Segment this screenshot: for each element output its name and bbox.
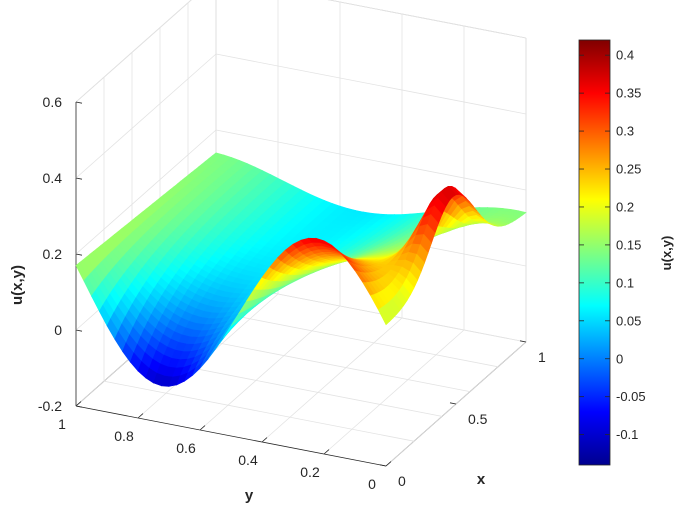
y-tick-mark	[137, 413, 144, 419]
x-tick-mark	[519, 340, 527, 343]
x-tick-label: 0	[398, 473, 406, 489]
y-tick-mark	[199, 425, 206, 431]
y-tick-label: 0.8	[114, 428, 134, 444]
surface-patch	[377, 307, 390, 326]
axis-ticks: -0.2 0 0.2 0.4 0.6 0 0.2 0.4 0.6 0.8 1 0 0.5 1	[38, 94, 546, 492]
z-tick-label: 0	[54, 322, 62, 338]
colorbar-tick-label: 0.35	[616, 86, 641, 101]
colorbar-tick-label: 0.2	[616, 199, 634, 214]
y-tick-label: 0.4	[238, 452, 258, 468]
y-tick-label: 1	[58, 416, 66, 432]
grid-line-z-back	[75, 129, 217, 255]
grid-line-z-side	[327, 0, 527, 39]
y-tick-mark	[75, 401, 82, 407]
z-tick-mark	[75, 253, 83, 256]
colorbar-tick-label: 0.05	[616, 313, 641, 328]
surface-plot	[75, 152, 527, 387]
y-tick-mark	[385, 461, 392, 467]
grid-line-z-side	[215, 53, 527, 115]
z-tick-label: -0.2	[38, 398, 62, 414]
colorbar-tick-label: 0.3	[616, 124, 634, 139]
grid-line-x-floor	[103, 380, 415, 442]
colorbar-tick-label: 0.25	[616, 162, 641, 177]
y-tick-label: 0.6	[176, 440, 196, 456]
z-tick-mark	[75, 101, 83, 104]
grid-line-z-side	[215, 129, 527, 191]
x-tick-mark	[379, 464, 387, 467]
z-tick-label: 0.6	[43, 94, 63, 110]
z-tick-mark	[75, 329, 83, 332]
y-axis-label: y	[245, 487, 254, 504]
x-tick-label: 0.5	[468, 411, 488, 427]
y-tick-mark	[261, 437, 268, 443]
colorbar-tick-label: -0.05	[616, 389, 646, 404]
colorbar	[578, 39, 611, 466]
grid-line-y-floor	[199, 305, 341, 431]
colorbar-tick-label: 0.15	[616, 237, 641, 252]
colorbar-tick-label: 0	[616, 351, 623, 366]
top-back-edge	[75, 0, 192, 103]
y-tick-label: 0.2	[300, 464, 320, 480]
z-tick-mark	[75, 177, 83, 180]
y-tick-label: 0	[368, 476, 376, 492]
colorbar-tick-label: -0.1	[616, 427, 638, 442]
y-axis-line	[75, 405, 387, 467]
colorbar-tick-label: 0.1	[616, 275, 634, 290]
grid-line-y-floor	[323, 329, 465, 455]
z-tick-label: 0.2	[43, 246, 63, 262]
x-axis-label: x	[477, 471, 486, 488]
colorbar-ticks: -0.1 -0.05 0 0.05 0.1 0.15 0.2 0.25 0.3 0.35 0.4	[579, 48, 646, 442]
z-tick-mark	[75, 405, 83, 408]
x-tick-mark	[449, 402, 457, 405]
grid-line-y-floor	[261, 317, 403, 443]
colorbar-tick-label: 0.4	[616, 48, 634, 63]
x-tick-label: 1	[538, 349, 546, 365]
colorbar-label: u(x,y)	[659, 236, 674, 271]
z-tick-label: 0.4	[43, 170, 63, 186]
y-tick-mark	[323, 449, 330, 455]
grid-line-z-back	[75, 0, 192, 103]
z-axis-label: u(x,y)	[9, 265, 26, 305]
grid-line-z-back	[75, 53, 217, 179]
top-right-edge	[327, 0, 527, 39]
